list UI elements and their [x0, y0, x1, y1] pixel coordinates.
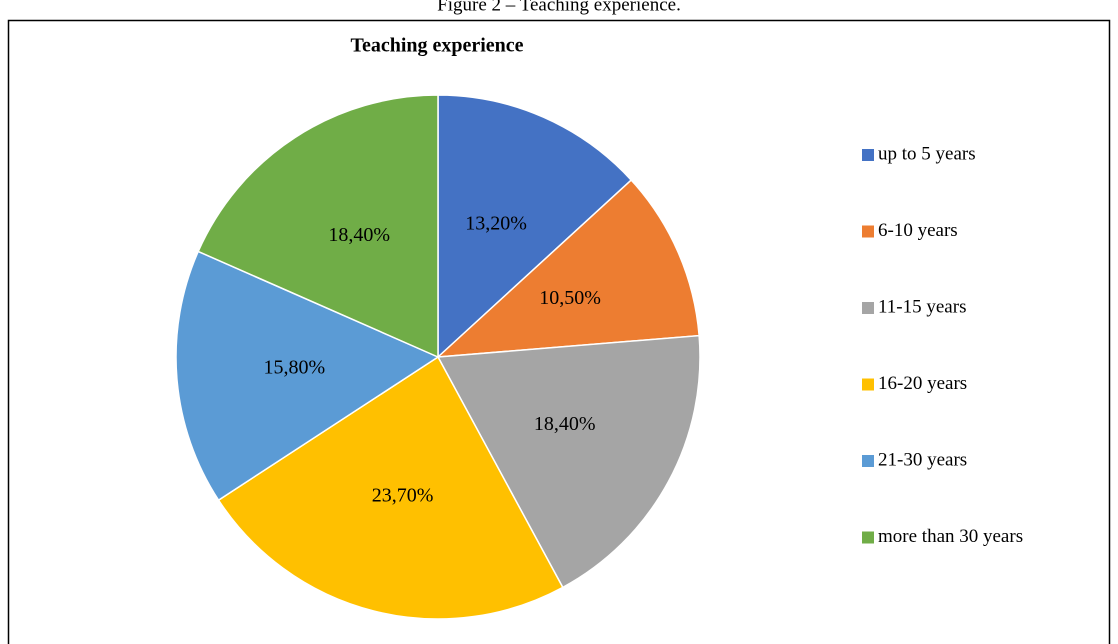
- legend-swatch: [862, 225, 874, 238]
- data-label: 15,80%: [264, 356, 326, 378]
- legend-swatch: [862, 149, 874, 161]
- legend-swatch: [862, 455, 874, 467]
- pie-slice: [437, 94, 633, 359]
- pie-slice: [436, 334, 701, 589]
- legend-label: 16-20 years: [878, 373, 967, 394]
- chart-frame: [7, 19, 1111, 644]
- legend-label: 6-10 years: [878, 220, 958, 241]
- legend-label: up to 5 years: [878, 143, 976, 164]
- pie-slice: [175, 250, 440, 502]
- data-label: 18,40%: [328, 224, 390, 246]
- chart-title: Teaching experience: [350, 35, 523, 57]
- legend-label: 21-30 years: [878, 449, 967, 470]
- data-label: 13,20%: [465, 213, 527, 235]
- legend-swatch: [862, 302, 874, 314]
- legend-swatch: [862, 531, 874, 544]
- data-label: 18,40%: [534, 413, 596, 435]
- legend-swatch: [862, 378, 874, 391]
- pie-slice: [435, 179, 700, 358]
- pie-slice: [197, 94, 439, 359]
- data-label: 10,50%: [539, 287, 601, 309]
- legend-label: more than 30 years: [878, 526, 1023, 547]
- legend-label: 11-15 years: [878, 296, 966, 317]
- caption: Figure 2 – Teaching experience.: [437, 0, 681, 15]
- pie-slice: [217, 355, 564, 620]
- data-label: 23,70%: [372, 484, 434, 506]
